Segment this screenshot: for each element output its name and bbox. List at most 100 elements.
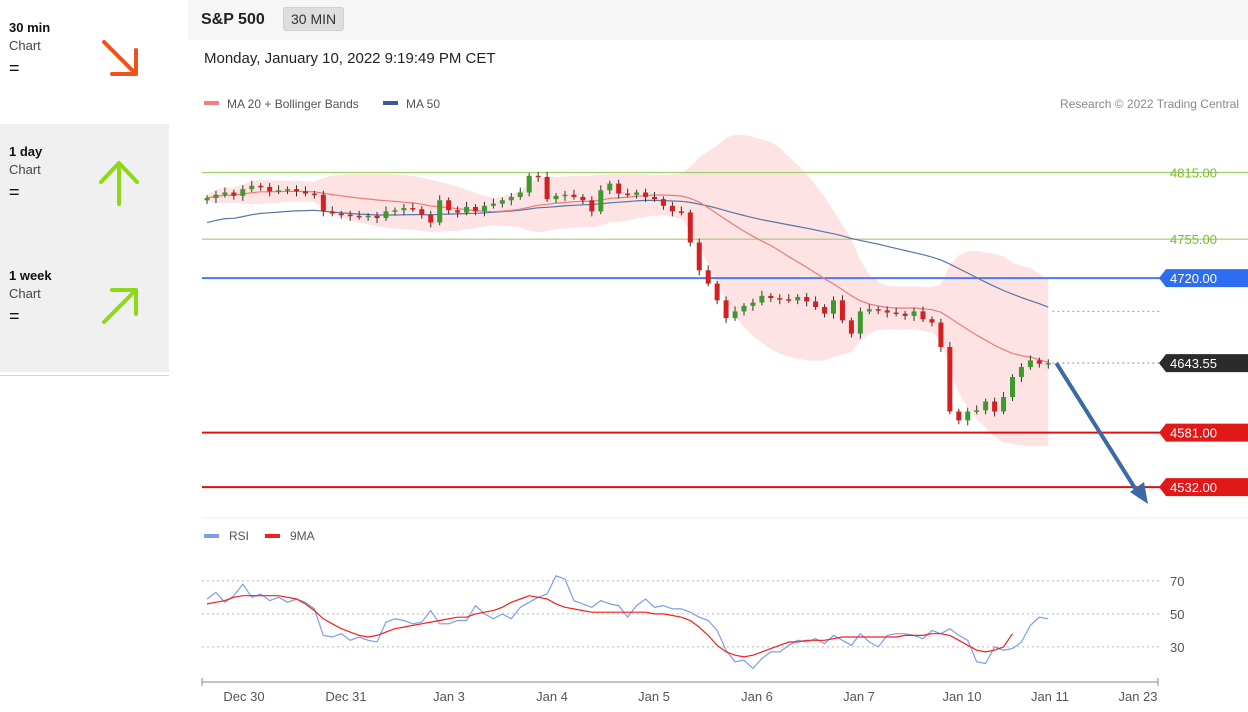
candle [571,189,577,200]
timeframe-badge[interactable]: 30 MIN [283,7,345,31]
status-equal: = [9,182,20,202]
timeframe-1week[interactable]: 1 week Chart = [0,248,169,372]
price-panel: 4815.00 4755.00 4720.00 4643.55 4581.00 4532.… [202,134,1248,504]
x-axis: Dec 30 Dec 31 Jan 3 Jan 4 Jan 5 Jan 6 Jan 7 Jan… [201,678,1159,704]
candle-body [893,312,899,315]
candle-body [678,211,684,213]
timeframe-label: 1 week [9,268,52,283]
candle-body [446,200,452,211]
legend-swatch-ma50 [383,101,398,105]
candle-body [437,200,443,223]
candle-body [723,300,729,319]
candle [580,194,586,205]
candle-body [374,215,380,219]
candle [705,265,711,287]
candle [920,306,926,323]
candle [607,180,613,195]
candle [1036,357,1042,368]
arrow-down-right-icon [102,40,138,76]
candle [204,195,210,205]
candle-body [839,300,845,321]
level-badge-4 [1159,423,1248,442]
candle-body [965,411,971,421]
rsi-legend: RSI 9MA [204,529,315,543]
candle [294,185,299,197]
candle-body [920,311,926,320]
status-equal: = [9,58,20,78]
price-chart[interactable]: MA 20 + Bollinger Bands MA 50 Research ©… [188,88,1248,712]
candle-body [813,301,819,307]
candle-body [383,211,389,219]
candle [839,295,845,324]
candle [213,190,219,204]
candle [320,190,326,217]
x-tick-label: Jan 5 [638,689,670,704]
candle-body [947,347,953,412]
candle [1018,363,1024,383]
chart-header: S&P 500 30 MIN [188,0,1248,40]
x-tick-label: Jan 23 [1118,689,1157,704]
status-equal: = [9,306,20,326]
candle [884,306,890,318]
ma50-line [206,199,1049,308]
level-label-0: 4815.00 [1170,165,1217,180]
candle-body [687,212,693,243]
candle-body [911,311,917,316]
candle [831,296,836,319]
candle-body [258,185,264,188]
candle-body [1010,377,1015,398]
candle-body [294,189,299,192]
candle [723,296,729,324]
candle-body [714,283,720,301]
candle [741,303,747,316]
candle [446,197,452,215]
forecast-arrowhead [1130,482,1148,504]
candle-body [419,209,425,215]
candle [768,293,774,302]
candle [464,201,470,216]
rsi-tick-label: 50 [1170,607,1184,622]
x-tick-label: Jan 7 [843,689,875,704]
timeframe-1day[interactable]: 1 day Chart = [0,124,169,249]
x-tick-label: Jan 3 [433,689,465,704]
timeframe-30min[interactable]: 30 min Chart = [0,0,169,125]
candle-body [929,319,935,323]
candle-body [517,192,523,197]
candle [481,201,487,217]
candle-body [848,320,854,334]
candle [553,193,559,204]
candle-body [938,322,944,348]
candle [302,186,308,197]
rsi-tick-label: 70 [1170,574,1184,589]
candle [222,187,228,198]
candle [857,307,863,339]
candle-body [705,270,711,284]
candle-body [786,299,792,301]
candle [1001,392,1007,415]
candle-body [804,296,810,302]
bollinger-band [207,134,1049,447]
candle-body [285,189,291,191]
candle [643,188,649,202]
candle-body [213,194,219,199]
candle-body [276,190,282,192]
candle [428,210,434,228]
candle-body [544,176,550,200]
legend-swatch-ma20 [204,101,219,105]
arrow-up-icon [99,161,139,206]
candle-body [392,210,398,212]
candle-body [222,192,228,195]
candle-body [473,206,478,212]
x-tick-label: Jan 4 [536,689,568,704]
candle-body [481,205,487,212]
candle [804,293,810,307]
candle [410,203,416,212]
candle-body [768,295,774,299]
legend-ma50-label: MA 50 [406,97,440,111]
candle [678,206,684,216]
candle-body [535,175,541,178]
candle-body [428,214,434,223]
candle-body [983,401,989,411]
candle-body [302,191,308,194]
candle [696,238,702,276]
